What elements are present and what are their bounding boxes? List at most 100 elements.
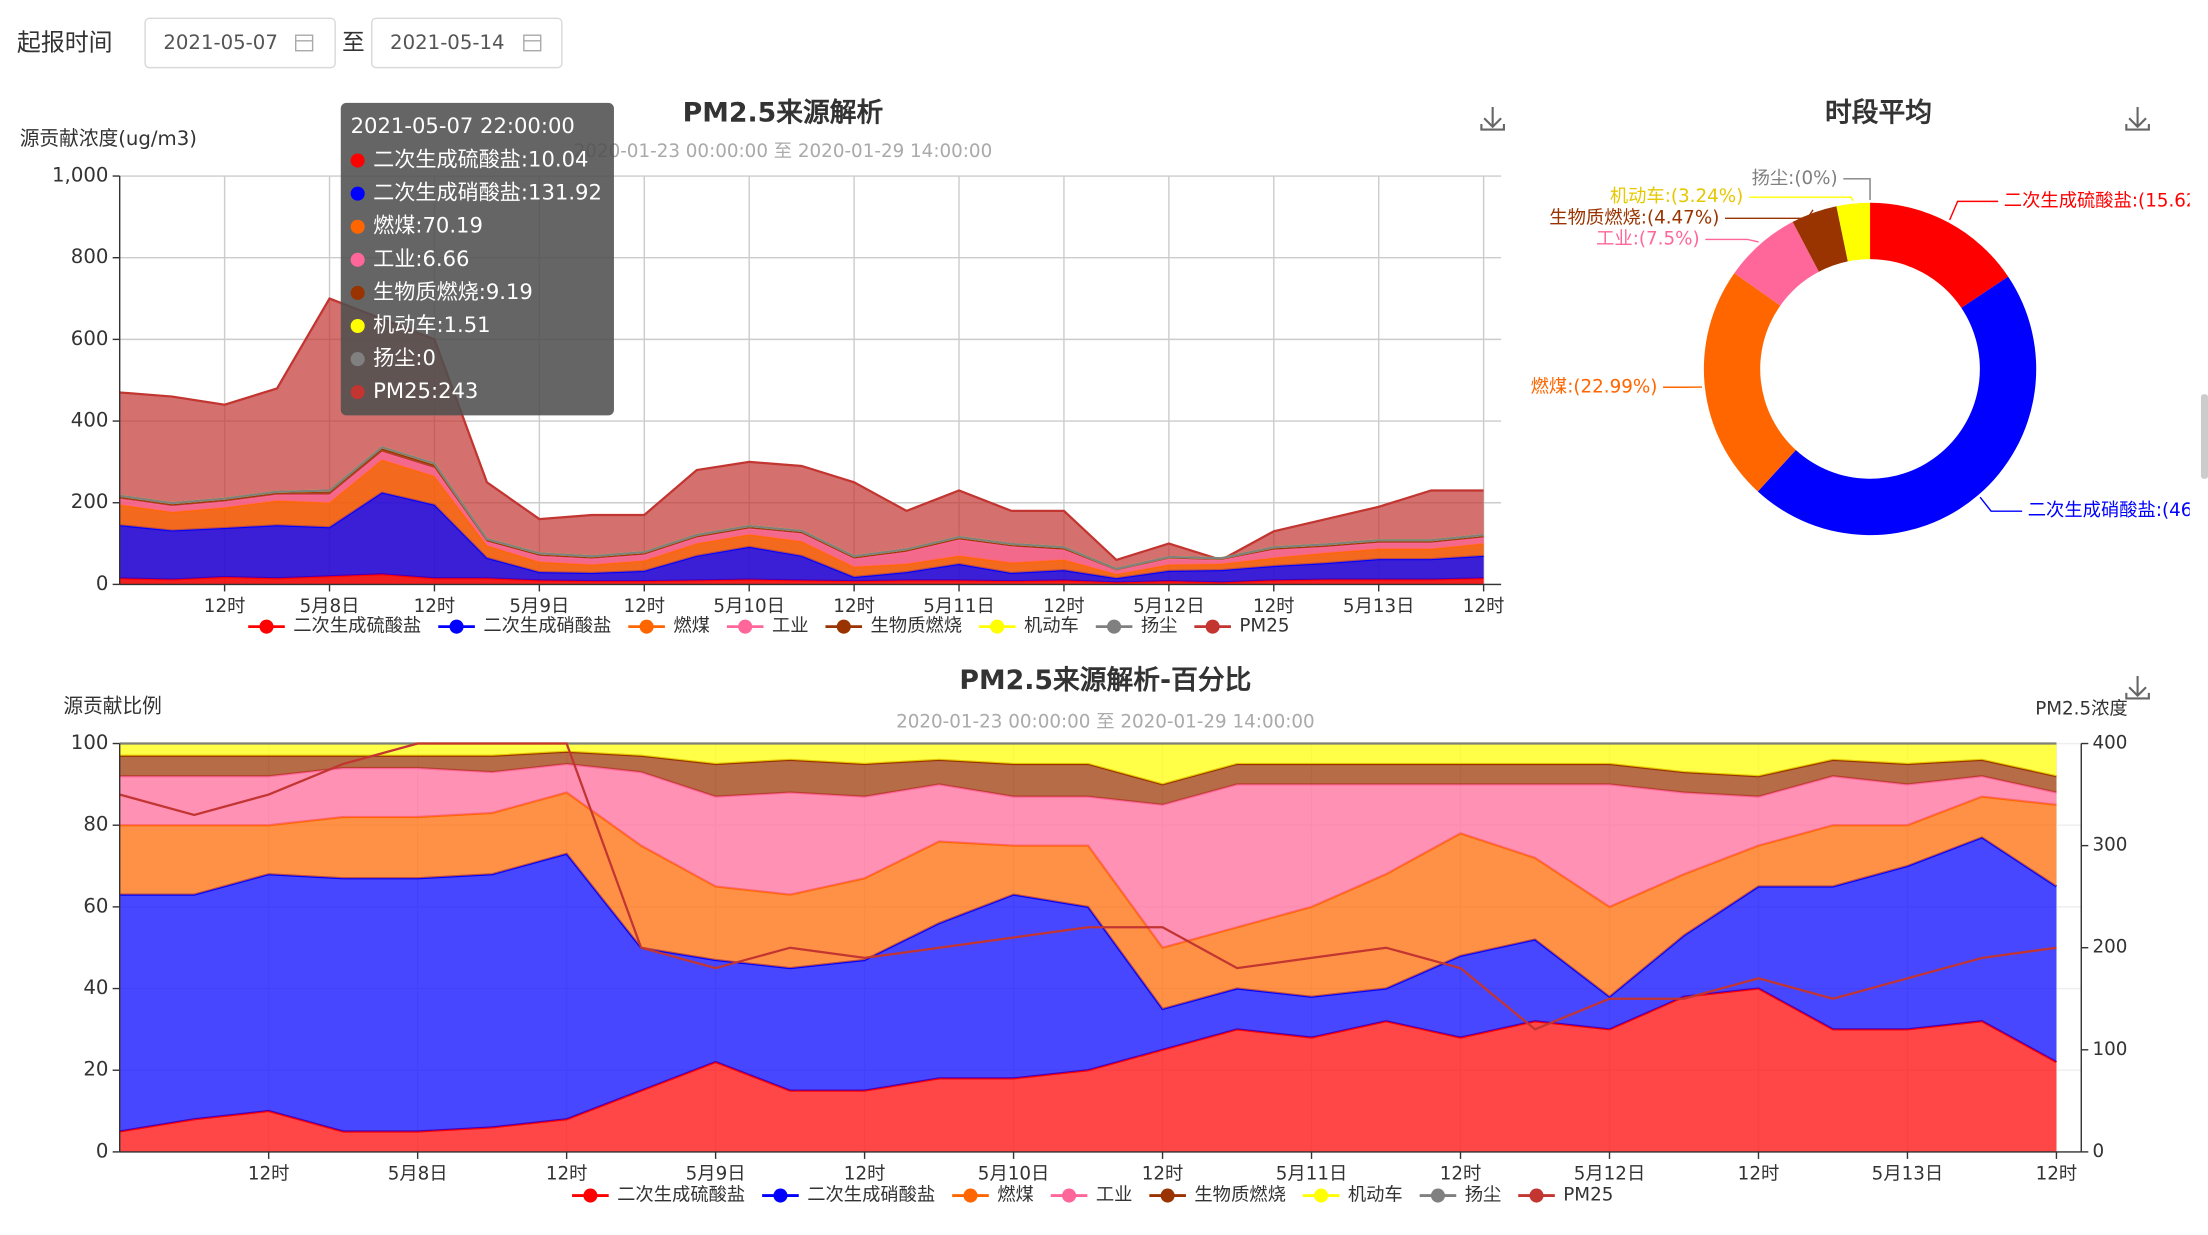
y2-tick-label: 300 <box>2093 835 2128 856</box>
download-button[interactable] <box>2125 107 2150 131</box>
legend-label: PM25 <box>1239 616 1289 637</box>
pie-label: 燃煤:(22.99%) <box>1531 376 1658 397</box>
x-tick-label: 5月9日 <box>509 596 569 617</box>
legend-symbol <box>449 619 464 634</box>
legend-label: 二次生成硫酸盐 <box>293 616 421 637</box>
chart-subtitle: 2020-01-23 00:00:00 至 2020-01-29 14:00:0… <box>896 711 1315 732</box>
tooltip-item: 生物质燃烧:9.19 <box>373 279 533 304</box>
start-date-input[interactable] <box>144 17 336 69</box>
download-button[interactable] <box>1480 107 1505 131</box>
legend-label: 生物质燃烧 <box>1194 1185 1286 1206</box>
legend-label: 工业 <box>1096 1185 1133 1206</box>
x-tick-label: 5月9日 <box>686 1163 746 1184</box>
y2-tick-label: 200 <box>2093 937 2128 958</box>
label-line <box>1725 209 1814 219</box>
x-tick-label: 12时 <box>1043 596 1085 617</box>
x-tick-label: 12时 <box>844 1163 886 1184</box>
x-tick-label: 5月11日 <box>923 596 995 617</box>
x-tick-label: 5月8日 <box>300 596 360 617</box>
legend-item: 燃煤 <box>952 1185 1034 1206</box>
y-tick-label: 80 <box>83 813 108 836</box>
tooltip-dot <box>350 285 365 300</box>
pie-label: 机动车:(3.24%) <box>1610 186 1743 207</box>
legend-item: PM25 <box>1194 616 1290 637</box>
pie-label: 扬尘:(0%) <box>1752 168 1838 189</box>
tooltip-dot <box>350 153 365 168</box>
legend: 二次生成硫酸盐 二次生成硝酸盐 燃煤 工业 生物质燃烧 机动车 扬尘 PM25 <box>248 616 1290 637</box>
pie-label: 工业:(7.5%) <box>1596 228 1700 249</box>
x-tick-label: 12时 <box>414 596 456 617</box>
chart-title: PM2.5来源解析 <box>683 98 884 129</box>
legend-item: 机动车 <box>1302 1185 1403 1206</box>
legend-label: 燃煤 <box>997 1185 1034 1206</box>
legend-item: 扬尘 <box>1419 1185 1501 1206</box>
chart-subtitle: 2020-01-23 00:00:00 至 2020-01-29 14:00:0… <box>574 141 993 162</box>
tooltip-dot <box>350 318 365 334</box>
area <box>119 492 1484 583</box>
end-date-input[interactable] <box>371 17 563 69</box>
area-line <box>119 491 1484 580</box>
legend-symbol <box>1160 1188 1175 1203</box>
tooltip-dot <box>350 352 365 367</box>
y2-tick-label: 0 <box>2093 1141 2105 1162</box>
legend-symbol <box>773 1188 788 1203</box>
legend-symbol <box>1107 619 1122 634</box>
y-tick-label: 800 <box>71 245 109 268</box>
chart-title: 时段平均 <box>1825 98 1932 129</box>
pie-slice <box>1792 206 1848 272</box>
tooltip-item: 二次生成硝酸盐:131.92 <box>373 180 602 205</box>
area <box>119 743 2057 785</box>
x-tick-label: 12时 <box>1440 1163 1482 1184</box>
legend-label: 生物质燃烧 <box>871 616 963 637</box>
x-tick-label: 5月12日 <box>1574 1163 1646 1184</box>
label-line <box>1748 196 1854 202</box>
scrollbar[interactable] <box>2200 394 2208 479</box>
y-tick-label: 0 <box>96 1139 109 1162</box>
legend-symbol <box>1314 1188 1329 1203</box>
legend-label: 工业 <box>772 616 809 637</box>
label-line <box>1949 200 1999 221</box>
x-tick-label: 12时 <box>1142 1163 1184 1184</box>
legend-item: 机动车 <box>978 616 1079 637</box>
legend-label: 机动车 <box>1024 616 1079 637</box>
legend-item: 二次生成硝酸盐 <box>762 1185 935 1206</box>
legend-label: 燃煤 <box>673 616 710 637</box>
tooltip-item: 机动车:1.51 <box>373 312 490 337</box>
date-separator: 至 <box>342 30 365 56</box>
end-date: 2021-05-14 <box>390 31 505 54</box>
label-line <box>1979 496 2023 512</box>
x-tick-label: 5月8日 <box>388 1163 448 1184</box>
x-tick-label: 5月10日 <box>713 596 785 617</box>
y-tick-label: 1,000 <box>52 164 108 187</box>
pie-slice <box>1870 202 2009 308</box>
tooltip-dot <box>350 219 365 234</box>
legend-symbol <box>963 1188 978 1203</box>
tooltip-item: 工业:6.66 <box>373 246 469 271</box>
tooltip-dot <box>350 186 365 201</box>
x-tick-label: 5月13日 <box>1343 596 1415 617</box>
tooltip-dot <box>350 385 365 400</box>
pie-slice <box>1703 273 1796 492</box>
calendar-icon <box>523 34 542 52</box>
y-tick-label: 600 <box>71 327 109 350</box>
legend-symbol <box>1205 619 1220 634</box>
y-tick-label: 400 <box>71 409 109 432</box>
area <box>119 459 1484 579</box>
label-line <box>1705 238 1759 243</box>
legend-item: 二次生成硫酸盐 <box>572 1185 745 1206</box>
legend-symbol <box>1529 1188 1544 1203</box>
legend-item: 燃煤 <box>628 616 710 637</box>
legend-label: 二次生成硝酸盐 <box>483 616 611 637</box>
y-tick-label: 0 <box>96 572 109 595</box>
x-tick-label: 12时 <box>1738 1163 1780 1184</box>
legend-symbol <box>990 619 1005 634</box>
legend: 二次生成硫酸盐 二次生成硝酸盐 燃煤 工业 生物质燃烧 机动车 扬尘 PM25 <box>572 1185 1613 1206</box>
calendar-icon <box>295 34 314 52</box>
download-button[interactable] <box>2125 675 2150 700</box>
legend-item: 生物质燃烧 <box>825 616 962 637</box>
x-tick-label: 12时 <box>2036 1163 2078 1184</box>
legend-symbol <box>259 619 274 634</box>
y2-tick-label: 400 <box>2093 733 2128 754</box>
